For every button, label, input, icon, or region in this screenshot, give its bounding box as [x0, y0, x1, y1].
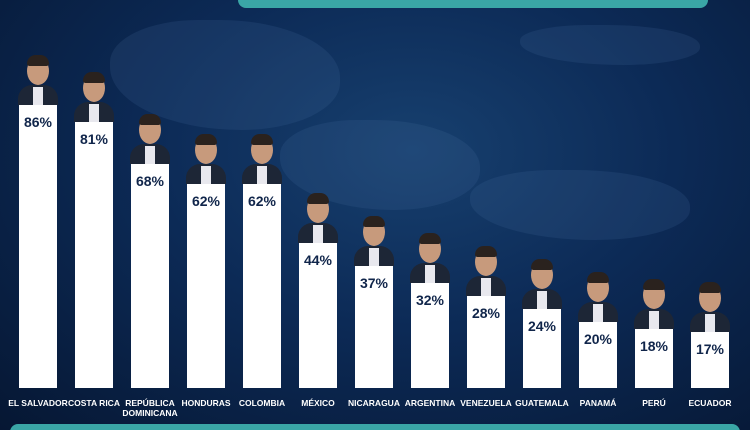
- portrait-hair: [27, 55, 49, 67]
- portrait: [130, 110, 170, 165]
- portrait-hair: [475, 245, 497, 257]
- portrait: [298, 189, 338, 244]
- portrait-shirt: [145, 146, 155, 165]
- category-label: COSTA RICA: [68, 398, 120, 408]
- portrait: [74, 68, 114, 122]
- portrait: [690, 278, 730, 333]
- portrait-hair: [419, 232, 441, 244]
- value-label: 37%: [359, 275, 389, 292]
- portrait-hair: [83, 71, 105, 83]
- bar: [523, 309, 561, 388]
- portrait-shirt: [649, 310, 659, 329]
- portrait-hair: [643, 278, 665, 290]
- portrait-hair: [251, 134, 273, 146]
- portrait-shirt: [33, 87, 43, 106]
- portrait: [354, 212, 394, 267]
- portrait-hair: [699, 282, 721, 294]
- portrait-hair: [363, 216, 385, 228]
- portrait-hair: [587, 272, 609, 284]
- category-label: PANAMÁ: [579, 398, 617, 408]
- bar: [187, 184, 225, 388]
- map-shape: [110, 20, 340, 130]
- bar: [19, 105, 57, 388]
- value-label: 62%: [191, 193, 221, 210]
- value-label: 68%: [135, 173, 165, 190]
- portrait: [242, 130, 282, 185]
- value-label: 86%: [23, 114, 53, 131]
- bar: [299, 243, 337, 388]
- portrait-shirt: [201, 166, 211, 185]
- category-label: PERÚ: [642, 398, 666, 408]
- top-banner: [238, 0, 708, 8]
- value-label: 28%: [471, 304, 501, 321]
- portrait-hair: [139, 114, 161, 126]
- value-label: 62%: [247, 193, 277, 210]
- bottom-banner: [10, 424, 740, 430]
- category-label: VENEZUELA: [460, 398, 512, 408]
- map-shape: [520, 25, 700, 65]
- bar: [635, 328, 673, 388]
- bar: [243, 184, 281, 388]
- bar: [579, 322, 617, 388]
- portrait: [410, 229, 450, 283]
- value-label: 32%: [415, 291, 445, 308]
- value-label: 44%: [303, 252, 333, 269]
- category-label: MÉXICO: [301, 398, 335, 408]
- category-label: EL SALVADOR: [8, 398, 68, 408]
- portrait-shirt: [705, 314, 715, 333]
- bar: [411, 282, 449, 388]
- map-shape: [470, 170, 690, 240]
- portrait-shirt: [257, 166, 267, 185]
- portrait: [466, 242, 506, 296]
- category-label: ECUADOR: [688, 398, 732, 408]
- portrait-shirt: [537, 291, 547, 310]
- portrait-shirt: [89, 103, 99, 122]
- portrait: [634, 275, 674, 329]
- portrait: [578, 268, 618, 323]
- portrait-shirt: [369, 248, 379, 267]
- category-label: COLOMBIA: [238, 398, 286, 408]
- value-label: 81%: [79, 130, 109, 147]
- portrait-hair: [531, 259, 553, 271]
- portrait-hair: [307, 193, 329, 205]
- portrait: [522, 255, 562, 310]
- value-label: 24%: [527, 318, 557, 335]
- value-label: 18%: [639, 337, 669, 354]
- bar: [131, 164, 169, 388]
- value-label: 20%: [583, 331, 613, 348]
- portrait-hair: [195, 134, 217, 146]
- portrait-shirt: [313, 225, 323, 244]
- bar: [467, 295, 505, 388]
- bar: [691, 332, 729, 388]
- portrait: [186, 130, 226, 185]
- portrait-shirt: [593, 304, 603, 323]
- portrait: [18, 51, 58, 106]
- bar: [355, 266, 393, 388]
- category-label: ARGENTINA: [404, 398, 456, 408]
- bar: [75, 121, 113, 388]
- portrait-shirt: [481, 277, 491, 296]
- category-label: REPÚBLICA DOMINICANA: [122, 398, 178, 418]
- portrait-shirt: [425, 264, 435, 283]
- category-label: NICARAGUA: [348, 398, 400, 408]
- category-label: HONDURAS: [181, 398, 231, 408]
- category-label: GUATEMALA: [515, 398, 569, 408]
- value-label: 17%: [695, 341, 725, 358]
